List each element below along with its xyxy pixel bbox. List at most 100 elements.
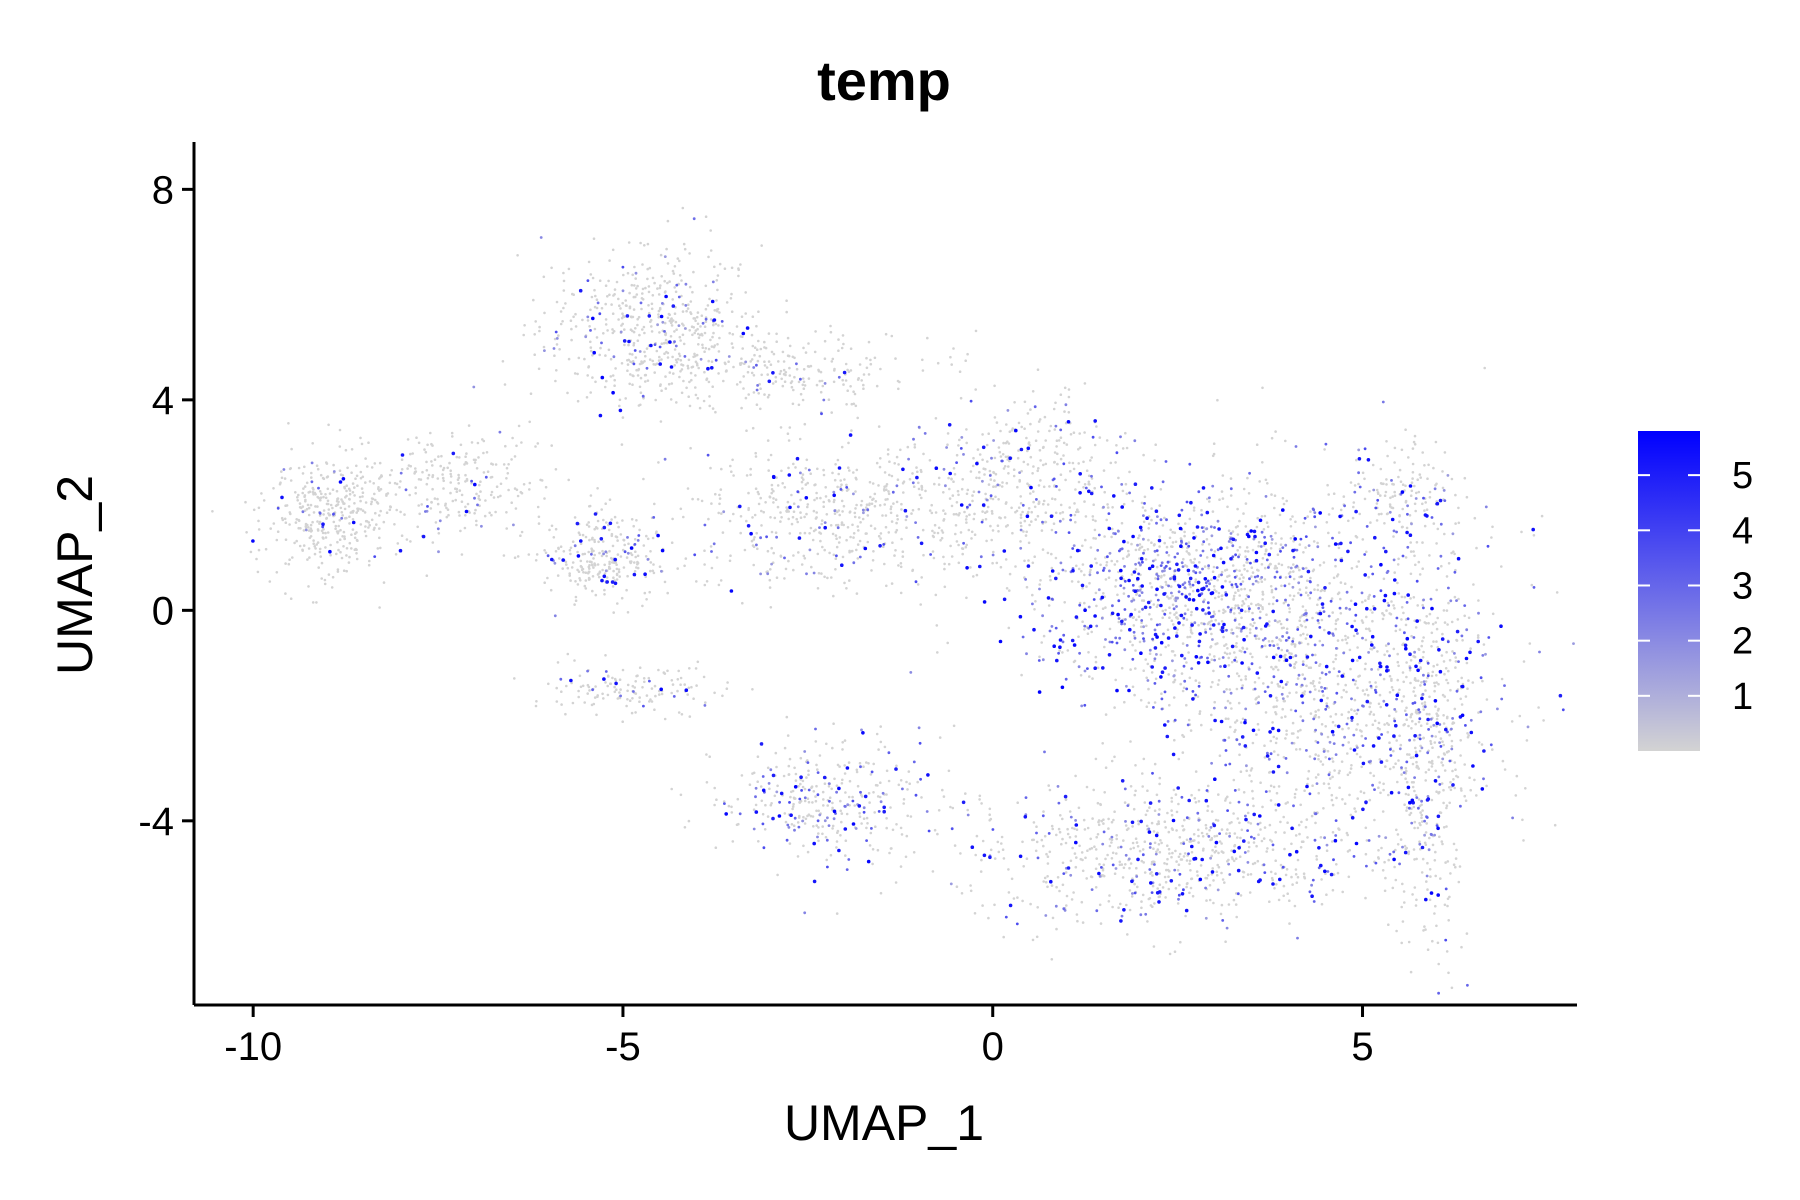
data-point (1170, 796, 1173, 800)
data-point (629, 561, 632, 565)
data-point (799, 756, 803, 760)
data-point (815, 383, 819, 387)
data-point (1307, 666, 1311, 669)
data-point (611, 585, 615, 588)
data-point (751, 344, 755, 348)
data-point (1053, 460, 1056, 464)
data-point (1405, 809, 1408, 812)
data-point (511, 436, 514, 440)
data-point (617, 318, 620, 321)
data-point (280, 476, 284, 480)
data-point (621, 720, 624, 723)
data-point (316, 541, 320, 544)
data-point (901, 550, 905, 553)
data-point (415, 436, 418, 440)
data-point (564, 302, 567, 305)
data-point (1077, 462, 1080, 465)
data-point (1174, 540, 1178, 544)
data-point (625, 304, 628, 308)
data-point (954, 524, 958, 527)
data-point (709, 249, 713, 252)
data-point (685, 309, 688, 313)
data-point (1390, 686, 1394, 689)
data-point (1415, 711, 1419, 715)
data-point (1094, 537, 1097, 540)
data-point (720, 512, 723, 515)
data-point (1068, 506, 1071, 509)
data-point (1016, 456, 1020, 460)
data-point (1434, 874, 1437, 878)
data-point (766, 815, 770, 818)
data-point (790, 790, 793, 794)
data-point (1403, 901, 1406, 904)
data-point (682, 515, 685, 519)
data-point (901, 555, 905, 558)
data-point (1537, 706, 1540, 709)
data-point (1300, 820, 1303, 824)
data-point (1448, 658, 1452, 662)
data-point (1421, 541, 1424, 544)
data-point (891, 541, 894, 544)
data-point (719, 579, 723, 582)
data-point (311, 442, 315, 445)
data-point (787, 764, 791, 768)
data-point (1395, 739, 1398, 742)
data-point (1387, 723, 1390, 726)
data-point (1115, 837, 1118, 841)
data-point (1154, 558, 1157, 562)
data-point (589, 273, 593, 276)
data-point (1424, 622, 1428, 625)
data-point (1050, 566, 1054, 570)
data-point (1210, 838, 1213, 841)
data-point (1466, 735, 1470, 739)
data-point (628, 352, 632, 356)
data-point (844, 839, 848, 842)
data-point (693, 317, 697, 320)
data-point (1320, 902, 1324, 906)
data-point (757, 392, 760, 395)
data-point (348, 541, 352, 545)
data-point (342, 530, 346, 534)
data-point (866, 822, 869, 825)
data-point (1188, 517, 1192, 521)
data-point (878, 795, 882, 799)
data-point (706, 304, 710, 307)
data-point (1217, 679, 1221, 682)
data-point (1420, 644, 1423, 648)
data-point (631, 273, 634, 277)
data-point (306, 523, 309, 527)
data-point (1115, 560, 1119, 563)
data-point (1068, 461, 1071, 465)
data-point (1334, 653, 1338, 657)
data-point (1110, 857, 1114, 860)
data-point (543, 311, 546, 315)
data-point (573, 603, 576, 606)
data-point (1265, 850, 1268, 853)
data-point (1240, 604, 1244, 607)
data-point (1238, 855, 1242, 858)
data-point (779, 511, 782, 514)
data-point (860, 379, 863, 382)
data-point (1209, 728, 1213, 731)
data-point (1314, 688, 1317, 691)
data-point (1133, 793, 1137, 797)
data-point (1192, 833, 1196, 836)
data-point (1261, 598, 1264, 601)
data-point (1207, 543, 1211, 546)
data-point (626, 611, 630, 614)
data-point (1414, 509, 1417, 513)
data-point (860, 499, 864, 503)
data-point (1102, 822, 1105, 825)
data-point (1331, 775, 1334, 779)
data-point (783, 812, 787, 815)
data-point (593, 540, 596, 544)
data-point (707, 255, 710, 259)
data-point (1072, 431, 1076, 435)
data-point (1357, 482, 1360, 486)
data-point (1213, 700, 1216, 704)
data-point (1412, 848, 1416, 851)
data-point (496, 495, 500, 499)
data-point (1133, 634, 1136, 638)
data-point (1036, 906, 1039, 909)
data-point (728, 519, 732, 523)
